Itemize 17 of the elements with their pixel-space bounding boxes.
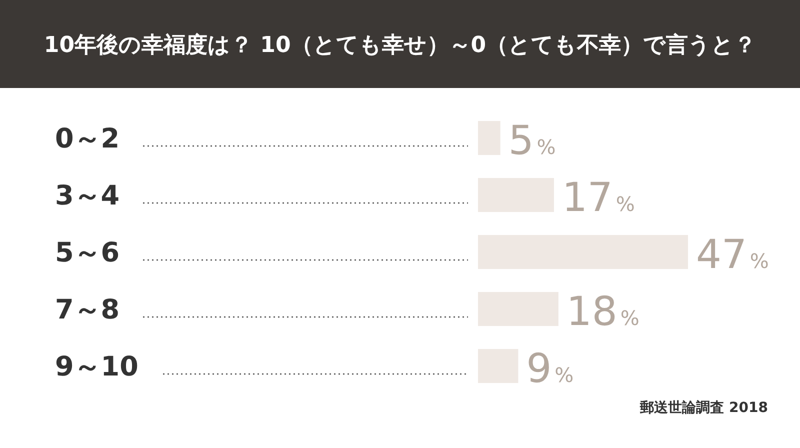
y-tick-label: 5～6 [55,238,120,269]
y-tick-label: 9～10 [55,352,138,383]
data-label: 18% [566,289,640,335]
y-tick-label: 7～8 [55,294,120,326]
data-label: 9% [526,346,574,392]
data-label: 17% [562,175,635,221]
annotation: 郵送世論調査 2018 [639,399,768,416]
data-label: 5% [508,118,556,164]
y-tick-label: 3～4 [55,180,120,212]
bar [478,121,500,155]
bar [478,292,558,326]
y-tick-label: 0～2 [55,124,120,155]
data-label: 47% [696,232,769,278]
chart-title: 10年後の幸福度は？ 10（とても幸せ）～0（とても不幸）で言うと？ [44,32,756,58]
bar [478,349,518,383]
bar [478,178,554,212]
bar [478,235,688,269]
